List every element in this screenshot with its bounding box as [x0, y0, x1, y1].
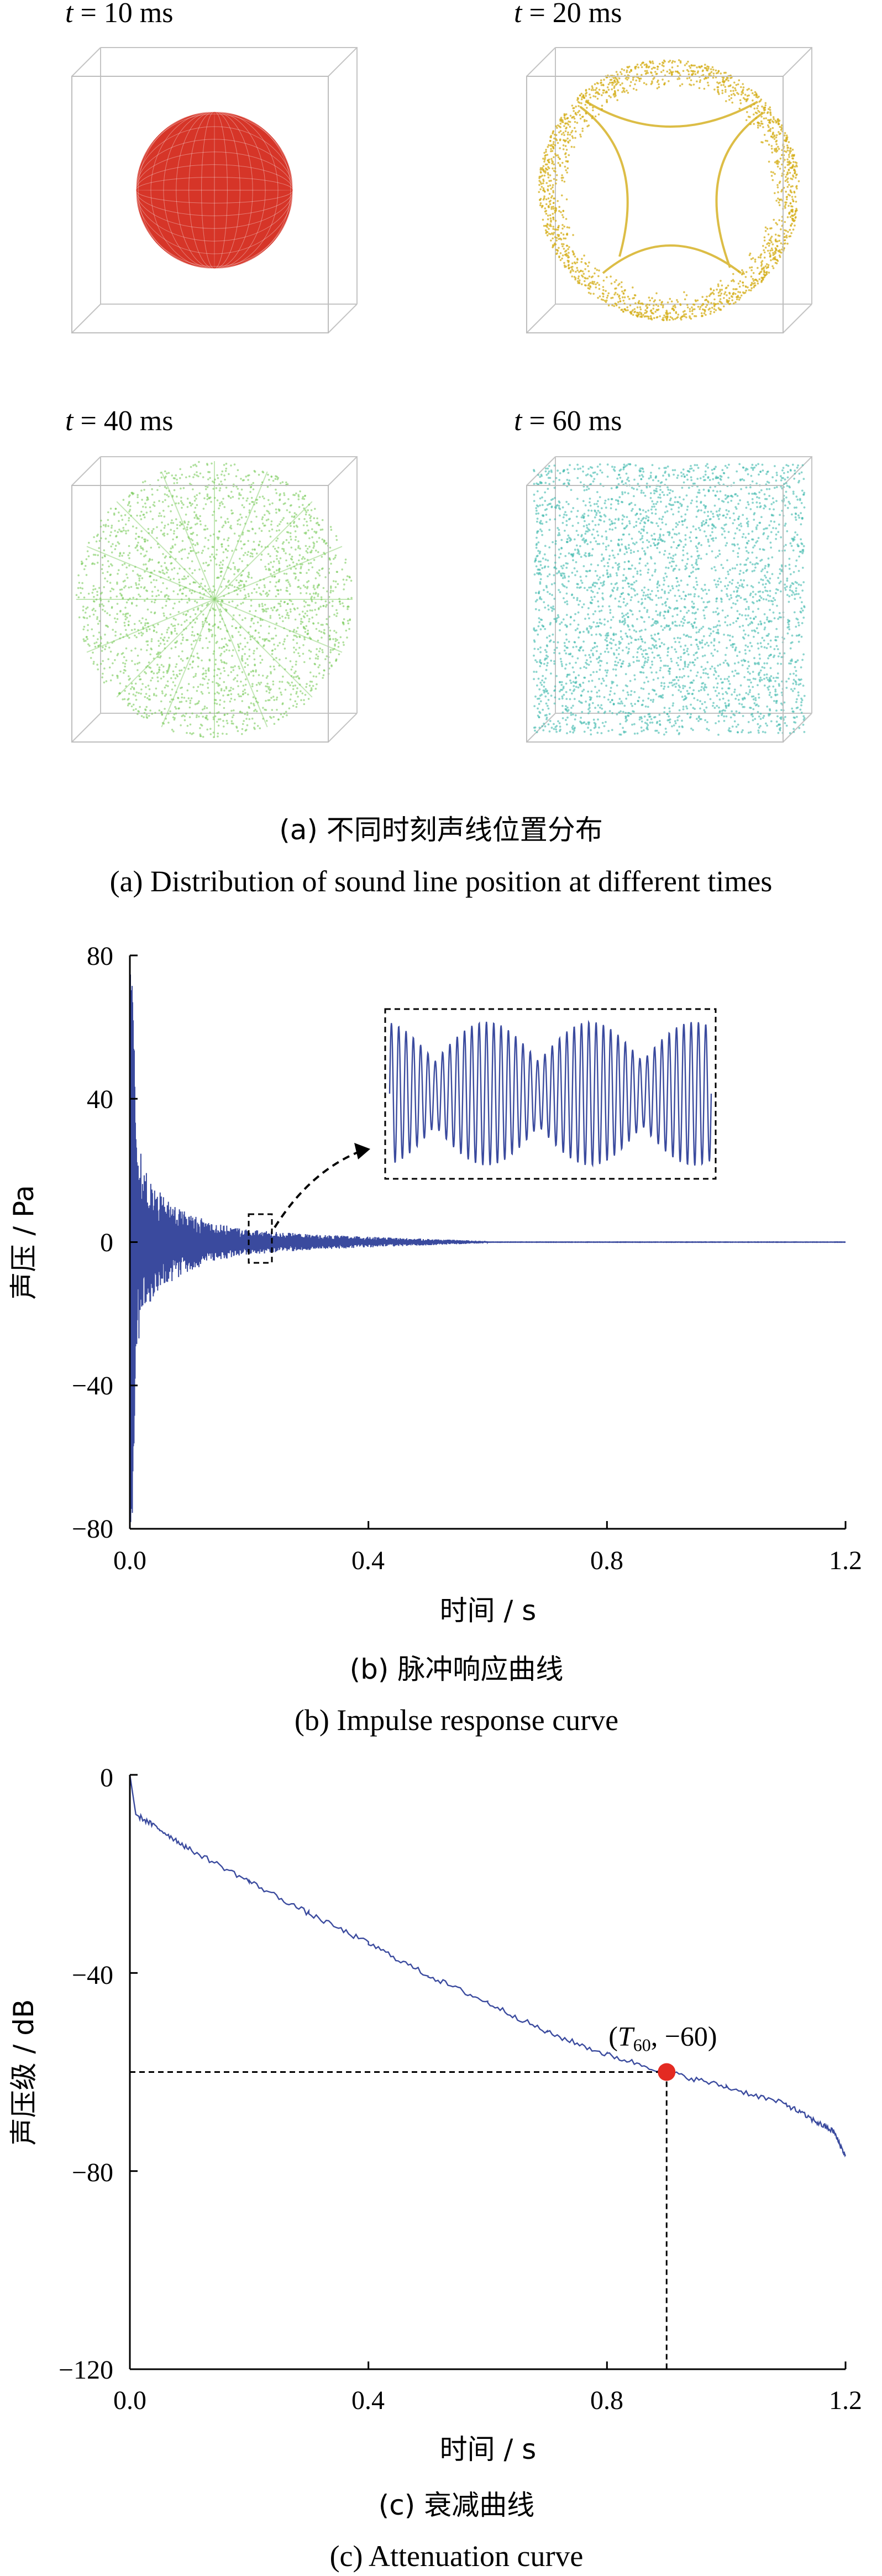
c-y-axis-label: 声压级 / dB — [8, 1999, 40, 2146]
snapshot-1-cube — [71, 47, 358, 333]
panel-b-impulse-response: 80 40 0 −40 −80 0.0 0.4 0.8 1.2 时间 / s 声… — [8, 942, 862, 1737]
panel-b-caption-en: (b) Impulse response curve — [295, 1704, 618, 1737]
panel-c-caption-en: (c) Attenuation curve — [330, 2540, 584, 2573]
t60-guide-lines — [130, 2071, 668, 2369]
ray-points — [538, 59, 800, 321]
panel-a-caption-cn: (a) 不同时刻声线位置分布 — [279, 814, 603, 846]
cube-front-edges — [71, 76, 329, 333]
snapshot-4-cube — [526, 456, 812, 743]
b-y-tick-label: −40 — [72, 1371, 113, 1401]
cube-back-edges — [71, 47, 358, 333]
t60-marker-label: (T60, −60) — [608, 2021, 717, 2055]
panel-a-ray-distribution: t = 10 ms t = 20 ms t = 40 ms t = 60 ms … — [65, 0, 812, 898]
b-x-tick-label: 0.4 — [351, 1546, 385, 1575]
cube-front-edges — [526, 485, 784, 743]
b-x-axis-label: 时间 / s — [440, 1595, 537, 1627]
c-x-tick-label: 1.2 — [829, 2386, 862, 2415]
b-inset-waveform — [389, 1020, 712, 1168]
b-y-tick-label: −80 — [72, 1514, 113, 1544]
c-x-axis-label: 时间 / s — [440, 2433, 537, 2465]
ray-points — [135, 111, 293, 269]
b-zoom-window — [248, 1213, 273, 1264]
b-y-tick-label: 40 — [87, 1085, 113, 1114]
c-x-tick-label: 0.8 — [590, 2386, 623, 2415]
cube-back-edges — [526, 47, 812, 333]
snapshot-2-time-label: t = 20 ms — [514, 0, 622, 29]
ray-points — [75, 461, 353, 738]
panel-c-caption-cn: (c) 衰减曲线 — [379, 2489, 534, 2521]
c-axis-ticks — [129, 1774, 847, 2370]
cube-front-edges — [526, 76, 784, 333]
snapshot-2-cube — [526, 47, 812, 333]
b-x-tick-label: 0.0 — [113, 1546, 146, 1575]
inset-waveform-line — [389, 1020, 712, 1168]
cube-front-edges — [71, 485, 329, 743]
c-x-tick-label: 0.0 — [113, 2386, 146, 2415]
c-y-tick-label: −120 — [59, 2355, 113, 2385]
ray-points — [533, 463, 806, 736]
c-y-tick-label: −80 — [72, 2158, 113, 2187]
panel-c-attenuation: 0 −40 −80 −120 0.0 0.4 0.8 1.2 时间 / s 声压… — [8, 1763, 862, 2573]
b-y-axis-label: 声压 / Pa — [8, 1185, 40, 1299]
snapshot-1-time-label: t = 10 ms — [65, 0, 173, 29]
b-zoom-arrowhead — [354, 1143, 370, 1159]
c-y-tick-label: −40 — [72, 1961, 113, 1990]
panel-b-caption-cn: (b) 脉冲响应曲线 — [350, 1653, 564, 1685]
b-y-tick-label: 0 — [100, 1228, 113, 1257]
snapshot-4-time-label: t = 60 ms — [514, 405, 622, 437]
b-y-tick-label: 80 — [87, 942, 113, 971]
cube-back-edges — [71, 456, 358, 743]
c-y-tick-label: 0 — [100, 1763, 113, 1793]
attenuation-series — [129, 1774, 847, 2158]
c-x-tick-label: 0.4 — [351, 2386, 385, 2415]
snapshot-3-cube — [71, 456, 358, 743]
b-zoom-arrow — [274, 1151, 360, 1229]
b-x-tick-label: 1.2 — [829, 1546, 862, 1575]
t60-marker — [658, 2063, 676, 2081]
snapshot-3-time-label: t = 40 ms — [65, 405, 173, 437]
panel-a-caption-en: (a) Distribution of sound line position … — [110, 865, 773, 898]
b-axis-ticks — [129, 954, 847, 1530]
attenuation-line — [129, 1774, 847, 2158]
b-x-tick-label: 0.8 — [590, 1546, 623, 1575]
